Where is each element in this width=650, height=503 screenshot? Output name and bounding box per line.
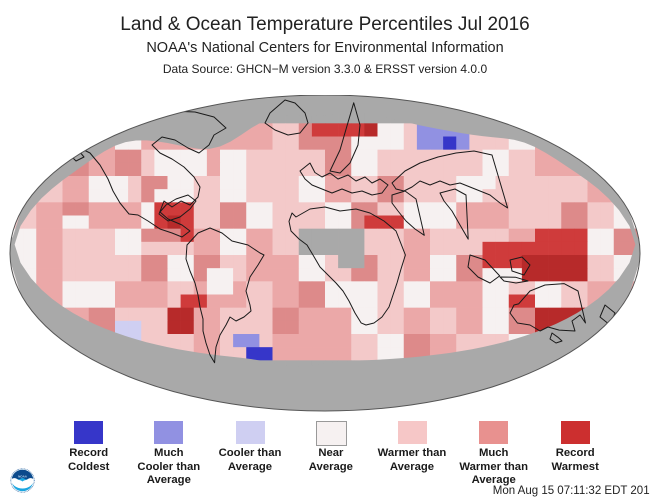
svg-text:NOAA: NOAA <box>18 474 28 478</box>
